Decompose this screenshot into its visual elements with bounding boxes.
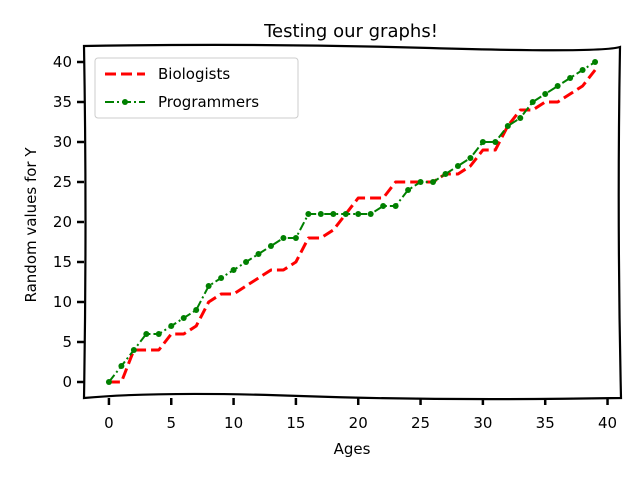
data-point-programmers bbox=[405, 187, 412, 193]
y-tick-label: 25 bbox=[53, 173, 72, 191]
x-tick-label: 35 bbox=[536, 414, 555, 432]
legend-label-programmers: Programmers bbox=[158, 93, 259, 111]
data-point-programmers bbox=[317, 211, 324, 217]
data-point-programmers bbox=[342, 211, 349, 217]
data-point-programmers bbox=[467, 155, 474, 161]
data-point-programmers bbox=[292, 235, 299, 241]
x-axis-ticks: 0 5 10 15 20 25 30 35 40 bbox=[104, 398, 617, 432]
data-point-programmers bbox=[579, 67, 586, 73]
x-tick-label: 15 bbox=[286, 414, 305, 432]
x-tick-label: 0 bbox=[104, 414, 114, 432]
data-point-programmers bbox=[592, 59, 599, 65]
data-point-programmers bbox=[168, 323, 175, 329]
data-point-programmers bbox=[130, 347, 137, 353]
data-point-programmers bbox=[430, 179, 437, 185]
data-point-programmers bbox=[504, 123, 511, 129]
y-tick-label: 35 bbox=[53, 93, 72, 111]
data-point-programmers bbox=[105, 379, 112, 385]
data-point-programmers bbox=[542, 91, 549, 97]
data-point-programmers bbox=[417, 179, 424, 185]
y-tick-label: 40 bbox=[53, 53, 72, 71]
data-point-programmers bbox=[380, 203, 387, 209]
data-point-programmers bbox=[330, 211, 337, 217]
legend-box bbox=[94, 57, 299, 119]
data-point-programmers bbox=[230, 267, 237, 273]
series-line-programmers bbox=[108, 61, 596, 383]
data-point-programmers bbox=[305, 211, 312, 217]
data-point-programmers bbox=[355, 211, 362, 217]
x-tick-label: 25 bbox=[411, 414, 430, 432]
data-point-programmers bbox=[155, 331, 162, 337]
y-tick-label: 0 bbox=[62, 373, 72, 391]
data-point-programmers bbox=[392, 203, 399, 209]
data-point-programmers bbox=[554, 83, 561, 89]
data-point-programmers bbox=[529, 99, 536, 105]
legend-label-biologists: Biologists bbox=[158, 65, 230, 83]
y-tick-label: 15 bbox=[53, 253, 72, 271]
data-point-programmers bbox=[243, 259, 250, 265]
data-point-programmers bbox=[267, 243, 274, 249]
y-tick-label: 30 bbox=[53, 133, 72, 151]
axes-frame bbox=[82, 43, 623, 401]
data-point-programmers bbox=[280, 235, 287, 241]
data-point-programmers bbox=[479, 139, 486, 145]
data-point-programmers bbox=[118, 363, 125, 369]
series-line-biologists bbox=[108, 69, 597, 384]
y-tick-label: 10 bbox=[53, 293, 72, 311]
data-point-programmers bbox=[193, 307, 200, 313]
data-point-programmers bbox=[454, 163, 461, 169]
x-tick-label: 5 bbox=[166, 414, 176, 432]
data-point-programmers bbox=[442, 171, 449, 177]
plot-frame bbox=[82, 43, 623, 401]
series-layer bbox=[105, 59, 599, 385]
legend-marker-programmers bbox=[122, 99, 128, 105]
data-point-programmers bbox=[205, 283, 212, 289]
x-tick-label: 30 bbox=[473, 414, 492, 432]
x-tick-label: 20 bbox=[349, 414, 368, 432]
chart-title: Testing our graphs! bbox=[263, 21, 438, 42]
data-point-programmers bbox=[180, 315, 187, 321]
x-axis-label: Ages bbox=[334, 440, 371, 458]
x-tick-label: 10 bbox=[224, 414, 243, 432]
data-point-programmers bbox=[517, 115, 524, 121]
data-point-programmers bbox=[367, 211, 374, 217]
data-point-programmers bbox=[218, 275, 225, 281]
data-point-programmers bbox=[255, 251, 262, 257]
data-point-programmers bbox=[143, 331, 150, 337]
y-tick-label: 5 bbox=[62, 333, 72, 351]
legend: Biologists Programmers bbox=[94, 57, 299, 119]
data-point-programmers bbox=[492, 139, 499, 145]
x-tick-label: 40 bbox=[598, 414, 617, 432]
y-tick-label: 20 bbox=[53, 213, 72, 231]
data-point-programmers bbox=[567, 75, 574, 81]
y-axis-label: Random values for Y bbox=[22, 147, 40, 303]
y-axis-ticks: 0 5 10 15 20 25 30 35 40 bbox=[53, 53, 84, 391]
